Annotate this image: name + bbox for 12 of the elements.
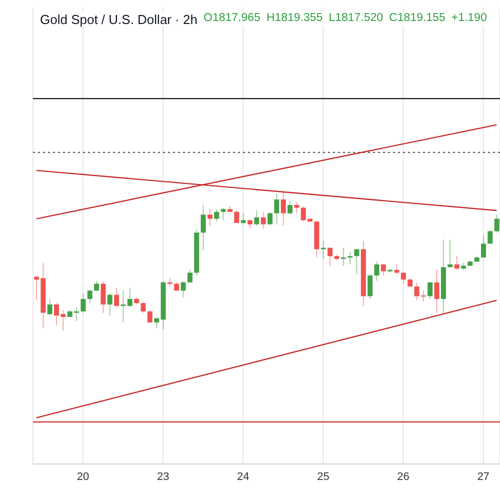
chart-title: Gold Spot / U.S. Dollar · 2h <box>40 12 198 27</box>
x-tick-label: 27 <box>477 470 490 483</box>
text: +1.190 <box>451 12 487 26</box>
x-tick-label: 26 <box>397 470 410 483</box>
text: H1819.355 <box>266 12 323 26</box>
text: C1819.155 <box>389 12 446 26</box>
x-tick-label: 20 <box>76 470 90 483</box>
text: O1817.965 <box>204 12 260 26</box>
x-tick-label: 25 <box>317 470 330 483</box>
text: L1817.520 <box>328 12 384 26</box>
x-tick-label: 24 <box>237 470 250 483</box>
x-tick-label: 23 <box>156 470 170 483</box>
